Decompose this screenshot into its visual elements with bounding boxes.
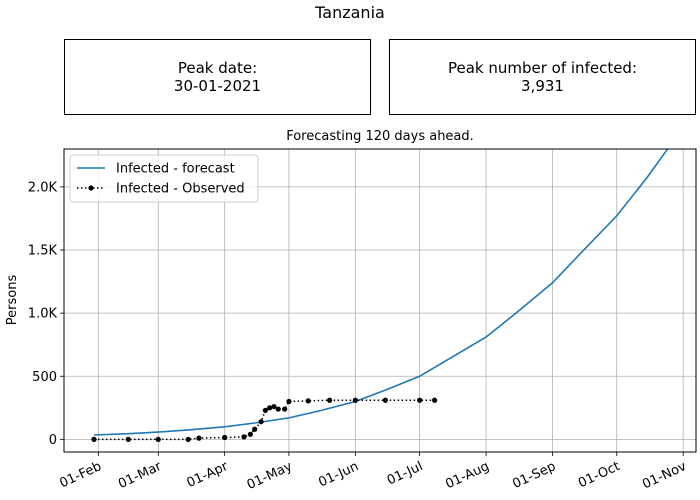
observed-point [196,435,202,441]
observed-point [417,397,423,403]
x-tick-label: 01-Feb [58,459,104,491]
legend: Infected - forecast Infected - Observed [69,154,259,203]
x-axis: 01-Feb 01-Mar 01-Apr 01-May 01-Jun 01-Jul 01-A… [58,452,689,493]
x-tick-label: 01-Jun [316,459,361,490]
y-axis: 0 500 1.0K 1.5K 2.0K [28,180,64,448]
observed-point [241,434,247,440]
legend-label: Infected - Observed [116,182,245,197]
observed-point [352,397,358,403]
peak-date-label: Peak date: [177,59,258,77]
x-tick-label: 01-Apr [185,459,231,491]
observed-point [432,397,438,403]
peak-infected-box: Peak number of infected: 3,931 [389,39,696,115]
plot-frame [63,148,697,453]
peak-infected-label: Peak number of infected: [447,59,638,77]
observed-point [252,426,258,432]
legend-label: Infected - forecast [116,162,235,177]
plot-area [91,149,669,442]
x-tick-label: 01-Nov [640,459,689,492]
chart-subtitle: Forecasting 120 days ahead. [286,129,474,144]
x-tick-label: 01-Jul [385,459,425,489]
observed-point [247,431,253,437]
observed-point [327,397,333,403]
y-tick-label: 0 [49,433,57,448]
observed-point [382,397,388,403]
observed-point [267,405,273,411]
x-tick-label: 01-Mar [116,459,164,492]
legend-observed-marker [88,185,94,191]
y-tick-label: 500 [32,370,57,385]
chart-title: Tanzania [315,3,385,22]
x-tick-label: 01-Oct [576,459,622,491]
y-tick-label: 1.0K [28,307,58,322]
peak-infected-value: 3,931 [521,77,564,95]
observed-point [91,436,97,442]
forecast-series-line [93,149,669,436]
observed-point [125,436,131,442]
y-axis-label: Persons [5,275,20,326]
observed-point [271,403,277,410]
legend-box [69,154,259,203]
observed-point [275,406,281,412]
observed-point [155,436,161,442]
peak-date-value: 30-01-2021 [173,77,262,95]
y-tick-label: 2.0K [28,180,58,195]
observed-point [185,436,191,442]
observed-point [305,398,311,404]
series-layer [91,149,669,442]
observed-point [282,406,288,412]
x-tick-label: 01-Sep [510,459,558,492]
observed-point [262,407,268,413]
y-tick-label: 1.5K [28,244,58,259]
peak-date-box: Peak date: 30-01-2021 [64,39,371,115]
x-tick-label: 01-Aug [443,459,491,492]
observed-point [222,434,228,441]
observed-point [286,398,292,405]
x-tick-label: 01-May [245,459,295,493]
observed-point [258,419,264,425]
